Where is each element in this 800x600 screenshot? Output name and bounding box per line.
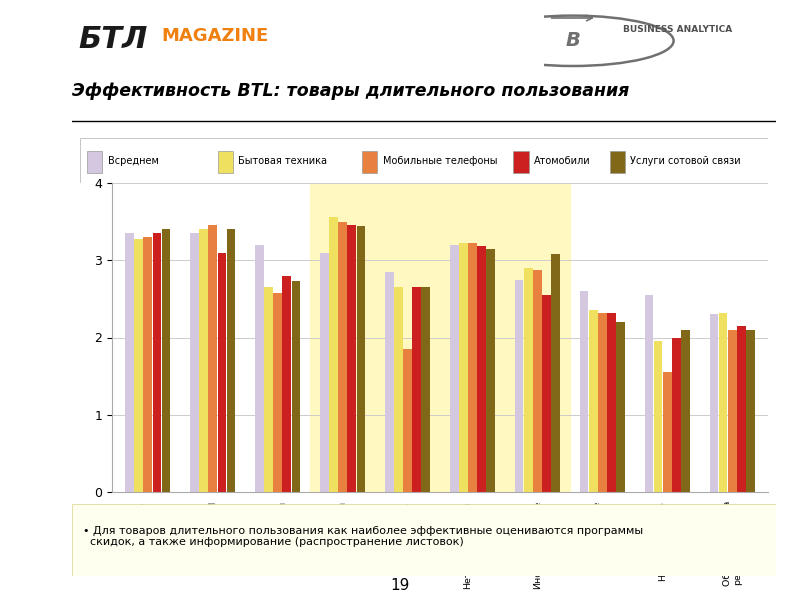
Text: Эффективность BTL: товары длительного пользования: Эффективность BTL: товары длительного по… [72,82,630,100]
Bar [551,254,560,492]
Bar [746,330,754,492]
Bar [362,151,378,173]
Bar [320,253,329,492]
Text: BUSINESS ANALYTICA: BUSINESS ANALYTICA [623,25,733,34]
Bar [607,313,616,492]
Bar [663,372,671,492]
Bar [218,151,233,173]
Bar [264,287,273,492]
Bar [645,295,654,492]
Bar [478,247,486,492]
Bar [282,275,291,492]
Bar [199,229,208,492]
Text: Мобильные телефоны: Мобильные телефоны [382,155,498,166]
Text: Атомобили: Атомобили [534,155,590,166]
Bar [412,287,421,492]
Bar [459,243,468,492]
Bar [310,183,440,492]
Text: 19: 19 [390,577,410,593]
Bar [403,349,412,492]
Bar [450,245,458,492]
Bar [610,151,625,173]
Bar [737,326,746,492]
Text: Всреднем: Всреднем [107,155,158,166]
Text: Бытовая техника: Бытовая техника [238,155,327,166]
Bar [654,341,662,492]
Text: • Для товаров длительного пользования как наиболее эффективные оцениваются прогр: • Для товаров длительного пользования ка… [82,526,642,547]
Bar [616,322,625,492]
Bar [719,313,727,492]
Bar [357,226,365,492]
Bar [226,229,235,492]
Bar [672,337,681,492]
Bar [598,313,606,492]
Bar [422,287,430,492]
Text: MAGAZINE: MAGAZINE [162,27,269,45]
Bar [126,233,134,492]
Bar [153,233,161,492]
Bar [524,268,533,492]
Text: Услуги сотовой связи: Услуги сотовой связи [630,155,741,166]
Bar [143,237,152,492]
Bar [162,229,170,492]
Bar [682,330,690,492]
Bar [87,151,102,173]
Bar [542,295,550,492]
Bar [514,151,529,173]
Bar [580,291,589,492]
Bar [330,217,338,492]
Bar [190,233,198,492]
Bar [468,243,477,492]
Bar [274,293,282,492]
Bar [291,281,300,492]
Bar [338,221,347,492]
Bar [728,330,737,492]
Bar [394,287,402,492]
Text: БТЛ: БТЛ [78,25,148,53]
Bar [486,250,495,492]
Bar [347,225,356,492]
Bar [710,314,718,492]
Text: B: B [566,31,580,50]
Bar [134,239,143,492]
Bar [385,272,394,492]
Bar [589,310,598,492]
Bar [255,245,264,492]
Bar [440,183,570,492]
Bar [218,253,226,492]
Bar [209,225,217,492]
Bar [533,270,542,492]
Bar [515,280,523,492]
